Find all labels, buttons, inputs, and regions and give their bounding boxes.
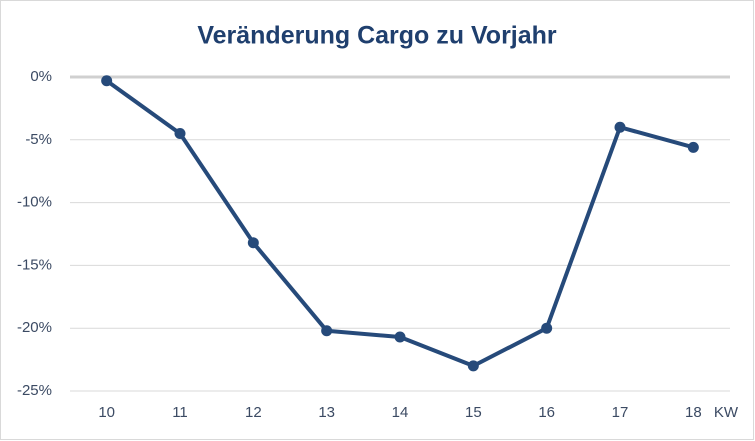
y-tick-label: -20% — [17, 319, 52, 336]
chart-title: Veränderung Cargo zu Vorjahr — [197, 22, 557, 50]
x-tick-label: 14 — [392, 404, 409, 421]
y-tick-label: -5% — [25, 131, 52, 148]
x-tick-label: 16 — [538, 404, 555, 421]
x-tick-label: 13 — [318, 404, 335, 421]
x-tick-label: 10 — [98, 404, 115, 421]
data-point — [247, 237, 259, 249]
y-tick-label: -15% — [17, 256, 52, 273]
x-tick-label: 11 — [172, 404, 188, 421]
y-tick-label: -10% — [17, 194, 52, 211]
y-tick-label: 0% — [30, 68, 52, 85]
data-point — [687, 141, 699, 153]
x-tick-label: 17 — [612, 404, 629, 421]
data-point — [321, 325, 333, 337]
data-point — [394, 331, 406, 343]
y-tick-label: -25% — [17, 382, 52, 399]
data-point — [101, 75, 113, 87]
x-axis-label: KW — [714, 404, 739, 421]
data-point — [541, 322, 553, 334]
x-tick-label: 12 — [245, 404, 262, 421]
x-tick-label: 15 — [465, 404, 482, 421]
x-tick-label: 18 — [685, 404, 702, 421]
data-point — [174, 128, 186, 140]
data-point — [614, 121, 626, 133]
data-point — [467, 360, 479, 372]
